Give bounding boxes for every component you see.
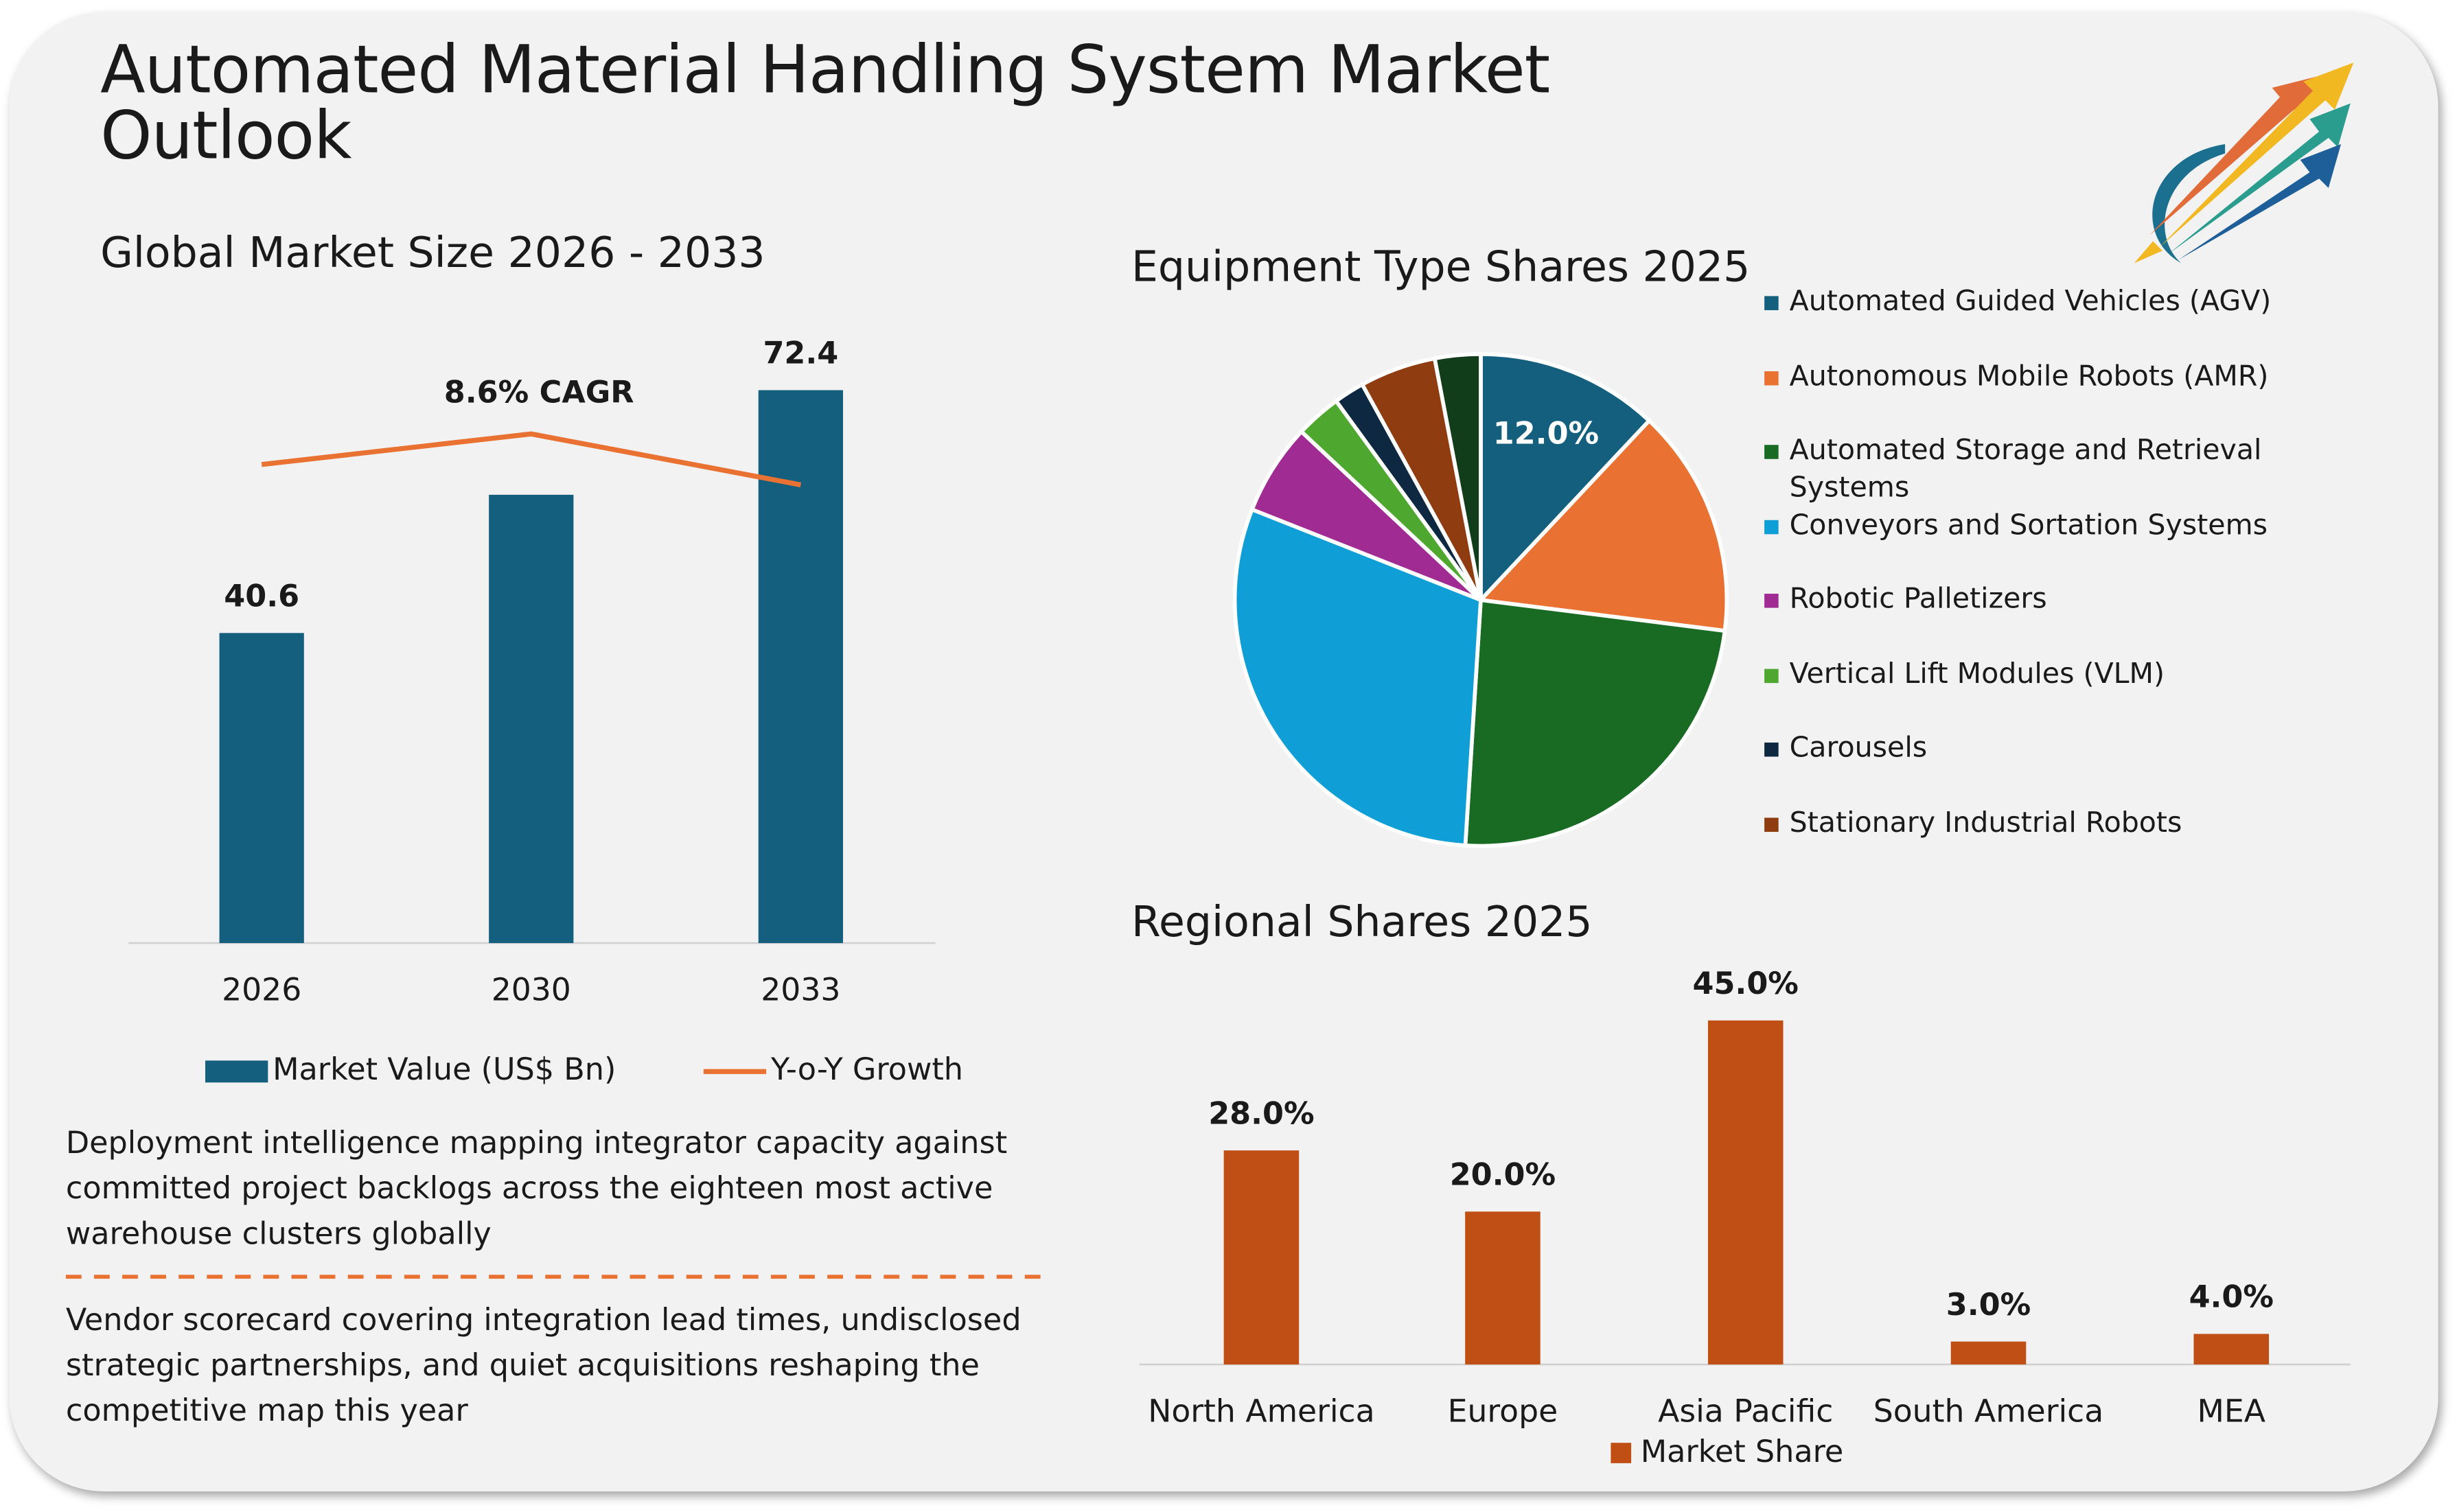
- x-tick-label: Asia Pacific: [1658, 1393, 1833, 1429]
- x-tick-label: MEA: [2198, 1393, 2265, 1429]
- pie-slice: [1463, 598, 1727, 848]
- data-label: 28.0%: [1208, 1096, 1314, 1131]
- x-tick-label: North America: [1148, 1393, 1374, 1429]
- chart-title: Regional Shares 2025: [1131, 897, 1593, 946]
- bar: [1950, 1341, 2027, 1365]
- bar: [758, 390, 843, 944]
- legend-label: Automated Guided Vehicles (AGV): [1789, 285, 2272, 318]
- legend-label: Market Value (US$ Bn): [273, 1052, 616, 1087]
- bar: [2193, 1334, 2270, 1365]
- legend-item: Automated Guided Vehicles (AGV): [1764, 283, 2330, 321]
- legend-label: Y-o-Y Growth: [770, 1052, 963, 1087]
- legend-swatch: [1764, 370, 1779, 385]
- data-label: 3.0%: [1946, 1288, 2031, 1323]
- x-tick-label: 2030: [492, 971, 571, 1008]
- legend-item: Automated Storage and Retrieval Systems: [1764, 432, 2330, 508]
- legend-item: Vertical Lift Modules (VLM): [1764, 655, 2330, 693]
- legend-swatch: [1764, 296, 1779, 310]
- main-title: Automated Material Handling System Marke…: [100, 31, 1550, 174]
- pie-slice: [1479, 351, 1652, 603]
- line: [261, 431, 802, 488]
- chart-title: Equipment Type Shares 2025: [1131, 242, 1750, 292]
- legend-swatch: [1611, 1443, 1632, 1463]
- legend-swatch: [1764, 594, 1779, 608]
- legend-label: Vertical Lift Modules (VLM): [1789, 657, 2165, 690]
- data-label: 20.0%: [1450, 1157, 1556, 1192]
- data-label: 40.6: [224, 579, 299, 614]
- x-tick-label: 2026: [222, 971, 301, 1008]
- legend-label: Conveyors and Sortation Systems: [1789, 508, 2268, 542]
- bar: [489, 494, 574, 944]
- chart-title: Global Market Size 2026 - 2033: [100, 228, 765, 277]
- bar: [1707, 1020, 1784, 1365]
- data-label: 72.4: [763, 336, 838, 371]
- bar: [1223, 1150, 1300, 1365]
- data-label: 45.0%: [1693, 966, 1799, 1001]
- data-label: 12.0%: [1493, 416, 1599, 451]
- data-label: 4.0%: [2189, 1280, 2274, 1315]
- pie-slice: [1232, 507, 1483, 848]
- legend-label: Autonomous Mobile Robots (AMR): [1789, 359, 2269, 393]
- legend-label: Market Share: [1641, 1434, 1844, 1469]
- x-tick-label: 2033: [761, 971, 840, 1008]
- annotation: 8.6% CAGR: [444, 375, 634, 410]
- bar: [1465, 1211, 1541, 1365]
- legend-swatch: [1764, 519, 1779, 534]
- x-tick-label: South America: [1873, 1393, 2103, 1429]
- logo: [2134, 62, 2354, 264]
- pie-slice: [1432, 351, 1483, 603]
- legend-swatch: [1764, 817, 1779, 831]
- legend-item: Conveyors and Sortation Systems: [1764, 507, 2330, 544]
- x-tick-label: Europe: [1448, 1393, 1558, 1429]
- legend-item: Autonomous Mobile Robots (AMR): [1764, 358, 2330, 396]
- legend-swatch: [205, 1060, 268, 1083]
- bar: [219, 633, 304, 944]
- legend-swatch: [1764, 445, 1779, 459]
- legend-label: Robotic Palletizers: [1789, 583, 2047, 616]
- note: Vendor scorecard covering integration le…: [65, 1301, 1022, 1429]
- legend-item: Carousels: [1764, 730, 2330, 768]
- legend-label: Carousels: [1789, 731, 1928, 765]
- legend-swatch: [1764, 742, 1779, 757]
- legend-item: Stationary Industrial Robots: [1764, 804, 2330, 842]
- legend-item: Robotic Palletizers: [1764, 581, 2330, 619]
- legend-swatch: [1764, 668, 1779, 683]
- note: Deployment intelligence mapping integrat…: [65, 1124, 1008, 1252]
- legend-label: Stationary Industrial Robots: [1789, 806, 2182, 839]
- legend-label: Automated Storage and Retrieval Systems: [1789, 434, 2262, 504]
- pie-slice: [1479, 419, 1729, 633]
